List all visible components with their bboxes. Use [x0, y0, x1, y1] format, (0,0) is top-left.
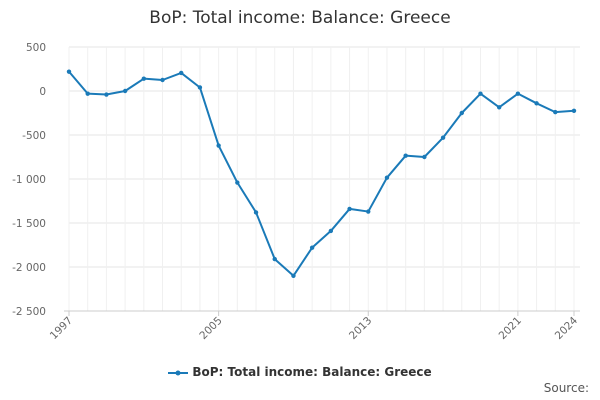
- data-point[interactable]: [440, 135, 446, 140]
- x-tick-label: 2024: [553, 314, 581, 342]
- data-point[interactable]: [216, 143, 221, 148]
- data-point[interactable]: [253, 210, 259, 215]
- y-tick-label: -2 500: [12, 306, 46, 318]
- data-point[interactable]: [478, 91, 483, 96]
- data-point[interactable]: [141, 76, 147, 81]
- data-point[interactable]: [459, 110, 464, 116]
- y-tick-label: -500: [22, 130, 46, 142]
- y-tick-label: 500: [26, 42, 46, 54]
- data-point[interactable]: [328, 228, 334, 234]
- legend[interactable]: BoP: Total income: Balance: Greece: [0, 365, 600, 379]
- data-point[interactable]: [515, 91, 521, 96]
- data-point[interactable]: [553, 109, 558, 115]
- source-label: Source:: [543, 381, 589, 395]
- data-point[interactable]: [272, 256, 277, 262]
- x-axis: 1997 2005 2013 2021 2024: [48, 310, 581, 342]
- y-axis: 500 0 -500 -1 000 -1 500 -2 000 -2 500: [12, 42, 46, 318]
- data-point[interactable]: [366, 209, 371, 214]
- data-point[interactable]: [104, 92, 109, 97]
- data-point[interactable]: [534, 101, 539, 106]
- x-tick-label: 2013: [347, 315, 374, 342]
- series-line: [68, 70, 575, 277]
- x-tick-label: 2021: [497, 315, 524, 342]
- series-polyline: [68, 70, 575, 277]
- data-point[interactable]: [179, 70, 184, 76]
- data-point[interactable]: [235, 180, 240, 185]
- legend-label: BoP: Total income: Balance: Greece: [192, 365, 432, 379]
- data-point[interactable]: [347, 206, 352, 212]
- y-tick-label: 0: [39, 86, 46, 98]
- x-tick-label: 2005: [197, 315, 224, 342]
- y-tick-label: -1 000: [12, 174, 46, 186]
- data-point[interactable]: [309, 245, 315, 250]
- data-point[interactable]: [197, 85, 203, 90]
- grid-lines: [68, 46, 580, 312]
- data-point[interactable]: [496, 105, 502, 110]
- data-point[interactable]: [85, 91, 90, 96]
- x-tick-label: 1997: [48, 315, 75, 342]
- y-tick-label: -2 000: [12, 262, 46, 274]
- data-point[interactable]: [403, 153, 408, 158]
- data-point[interactable]: [422, 154, 427, 160]
- data-point[interactable]: [291, 273, 296, 278]
- data-point[interactable]: [571, 108, 577, 114]
- data-point[interactable]: [122, 88, 128, 94]
- data-point[interactable]: [66, 69, 72, 74]
- data-point[interactable]: [160, 77, 165, 83]
- y-tick-label: -1 500: [12, 218, 46, 230]
- data-point[interactable]: [384, 175, 390, 180]
- data-points: [66, 69, 577, 278]
- chart-title: BoP: Total income: Balance: Greece: [149, 8, 451, 28]
- legend-marker-icon: [168, 370, 189, 375]
